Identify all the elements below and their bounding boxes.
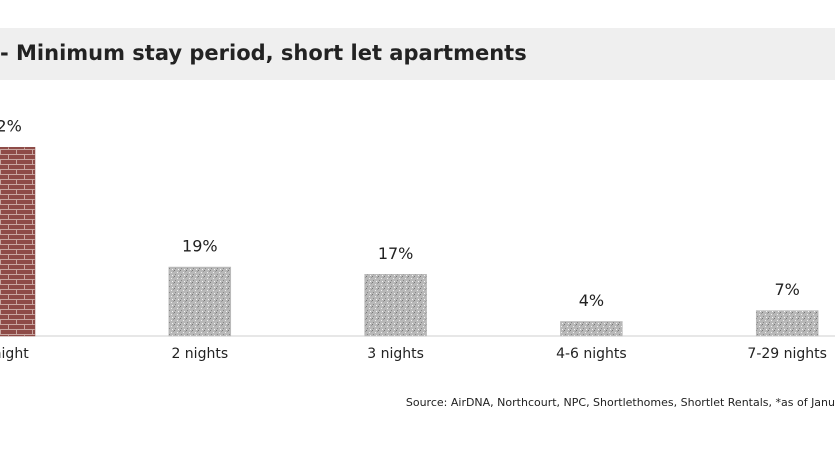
bar: [755, 310, 819, 337]
bar: [0, 146, 36, 337]
chart-title: - Minimum stay period, short let apartme…: [0, 41, 527, 65]
value-label: 4%: [579, 291, 604, 310]
source-note: Source: AirDNA, Northcourt, NPC, Shortle…: [406, 396, 835, 409]
x-tick-label: 4-6 nights: [556, 346, 627, 362]
value-label: 52%: [0, 117, 22, 136]
value-label: 7%: [775, 280, 800, 299]
bar: [364, 274, 427, 337]
value-label: 19%: [182, 237, 218, 256]
value-label: 17%: [378, 244, 414, 263]
x-tick-label: 7-29 nights: [747, 346, 827, 362]
x-tick-label: 3 nights: [367, 346, 424, 362]
bar: [168, 266, 232, 337]
title-band: [0, 28, 835, 80]
bar: [560, 321, 623, 337]
x-tick-label: 1 night: [0, 346, 29, 362]
x-tick-label: 2 nights: [171, 346, 228, 362]
